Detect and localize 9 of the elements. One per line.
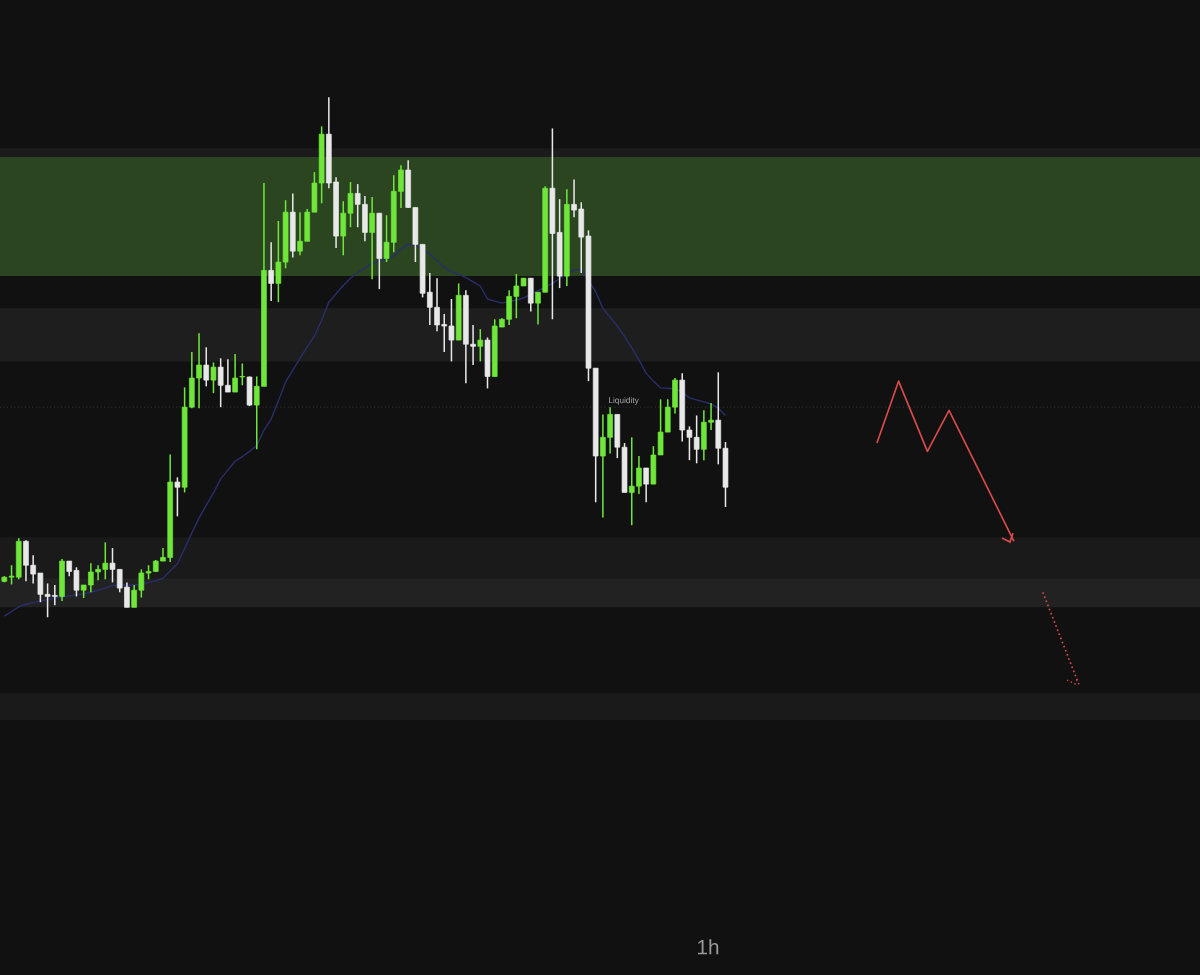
candlestick <box>210 361 217 394</box>
ref-line-label: Liquidity <box>609 397 639 405</box>
candlestick <box>369 196 375 280</box>
candlestick <box>174 476 181 518</box>
candlestick <box>203 346 210 388</box>
text: 1h <box>698 939 719 955</box>
candlestick <box>477 328 484 363</box>
candlestick <box>643 467 649 504</box>
candlestick <box>268 241 274 302</box>
